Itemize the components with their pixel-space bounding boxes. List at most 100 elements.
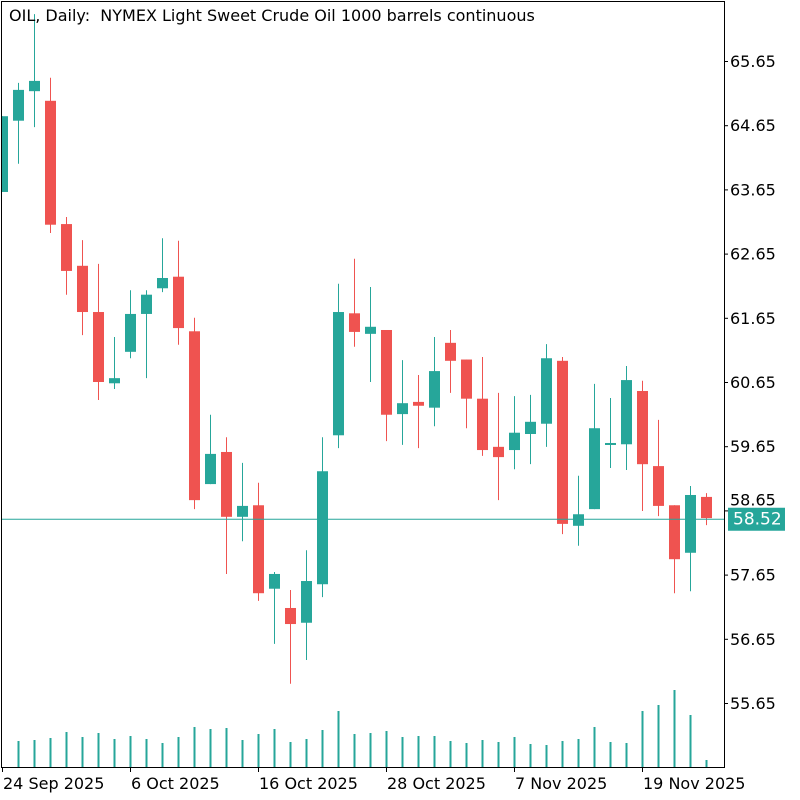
volume-bar (369, 733, 372, 767)
price-tick-label: 55.65 (730, 694, 776, 713)
candle-24 (381, 329, 392, 442)
time-tick-label: 7 Nov 2025 (515, 774, 607, 793)
candle-29 (461, 359, 472, 429)
candle-0 (2, 116, 8, 192)
candle-23 (365, 286, 376, 382)
candle-body (701, 496, 712, 519)
price-tick-label: 64.65 (730, 116, 776, 135)
chart-title: OIL, Daily: NYMEX Light Sweet Crude Oil … (9, 6, 535, 25)
candles (2, 14, 712, 684)
candle-3 (45, 77, 56, 234)
candle-32 (509, 396, 520, 470)
candle-1 (13, 82, 24, 164)
candle-body (525, 421, 536, 435)
volume-bar (305, 739, 308, 767)
volume-bar (193, 727, 196, 767)
candle-body (397, 403, 408, 415)
candle-14 (221, 437, 232, 574)
candle-21 (333, 283, 344, 449)
candle-body (333, 312, 344, 436)
volume-bar (433, 736, 436, 767)
candle-31 (493, 392, 504, 501)
volume-bar (257, 734, 260, 767)
volume-bar (225, 728, 228, 767)
candle-25 (397, 360, 408, 445)
volume-bar (609, 742, 612, 767)
volume-bar (353, 734, 356, 767)
time-tick-label: 16 Oct 2025 (259, 774, 358, 793)
time-tick-label: 19 Nov 2025 (643, 774, 745, 793)
volume-bar (337, 711, 340, 767)
candle-body (413, 401, 424, 406)
candle-body (349, 313, 360, 332)
price-tick-label: 63.65 (730, 180, 776, 199)
candle-26 (413, 374, 424, 449)
candle-body (269, 573, 280, 589)
candle-15 (237, 462, 248, 542)
candle-37 (589, 383, 600, 510)
candle-body (445, 342, 456, 361)
volume-bar (577, 739, 580, 767)
candle-16 (253, 482, 264, 601)
candle-2 (29, 14, 40, 128)
volume-bar (657, 705, 660, 767)
volume-bar (481, 740, 484, 767)
candle-body (573, 514, 584, 526)
candle-35 (557, 356, 568, 535)
current-price-tag: 58.52 (728, 507, 785, 531)
candle-body (77, 265, 88, 313)
candle-19 (301, 550, 312, 660)
candle-body (61, 224, 72, 271)
candle-body (381, 329, 392, 415)
volume-bar (17, 741, 20, 767)
candle-body (557, 360, 568, 524)
volume-bar (545, 745, 548, 767)
candle-body (45, 100, 56, 225)
price-tick-label: 58.65 (730, 491, 776, 510)
volume-bar (97, 733, 100, 767)
price-tick-label: 65.65 (730, 52, 776, 71)
price-tick-label: 57.65 (730, 566, 776, 585)
volume-bar (593, 727, 596, 767)
candle-43 (685, 486, 696, 592)
candle-body (189, 331, 200, 501)
candle-body (509, 432, 520, 451)
volume-bar (129, 736, 132, 767)
volume-bar (513, 737, 516, 767)
volume-bar (417, 736, 420, 767)
candle-body (221, 451, 232, 517)
candle-10 (157, 238, 168, 293)
volume-bar (561, 741, 564, 767)
volume-bar (81, 737, 84, 767)
volume-bar (641, 711, 644, 767)
volume-bars (17, 690, 708, 767)
candle-22 (349, 258, 360, 347)
candle-body (253, 505, 264, 594)
candle-4 (61, 217, 72, 295)
candle-body (237, 505, 248, 517)
candle-8 (125, 290, 136, 359)
time-tick-label: 24 Sep 2025 (3, 774, 104, 793)
volume-bar (401, 737, 404, 767)
chart-frame (1, 1, 725, 768)
volume-bar (241, 740, 244, 767)
candle-44 (701, 493, 712, 526)
candle-39 (621, 365, 632, 470)
candle-body (637, 390, 648, 465)
time-tick-label: 28 Oct 2025 (387, 774, 486, 793)
volume-bar (465, 743, 468, 767)
volume-bar (321, 730, 324, 767)
candle-30 (477, 356, 488, 456)
candle-7 (109, 337, 120, 390)
price-tick-label: 60.65 (730, 373, 776, 392)
candle-body (653, 466, 664, 506)
price-tick-label: 62.65 (730, 245, 776, 264)
candle-body (589, 428, 600, 510)
volume-bar (705, 760, 708, 767)
candle-9 (141, 290, 152, 379)
candle-12 (189, 317, 200, 510)
candle-18 (285, 590, 296, 684)
volume-bar (689, 715, 692, 767)
candle-28 (445, 329, 456, 393)
current-price-label: 58.52 (733, 510, 782, 530)
